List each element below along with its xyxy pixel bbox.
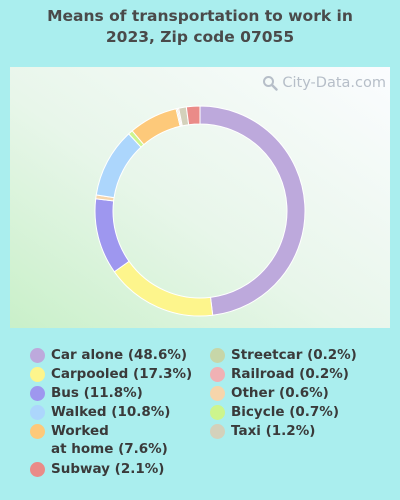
legend-label-other: Other (0.6%) [231,385,329,401]
watermark-text: City-Data.com [282,75,386,91]
legend-swatch-railroad [210,367,225,382]
donut-chart [94,105,306,317]
chart-title-line-2: 2023, Zip code 07055 [105,28,295,46]
legend-swatch-car-alone [30,348,45,363]
legend-label-car-alone: Car alone (48.6%) [51,347,188,363]
donut-slice-walked [95,133,142,199]
legend-swatch-bicycle [210,405,225,420]
legend-swatch-subway [30,462,45,477]
donut-slice-bus [94,198,130,273]
legend-item-other: Other (0.6%) [210,384,329,402]
legend-label-taxi: Taxi (1.2%) [231,423,316,439]
legend-swatch-carpooled [30,367,45,382]
legend-label-bicycle: Bicycle (0.7%) [231,404,339,420]
legend-label-walked: Walked (10.8%) [51,404,171,420]
legend-item-railroad: Railroad (0.2%) [210,365,349,383]
donut-slice-subway [185,105,201,126]
legend-label-line: Worked [51,423,109,439]
legend-swatch-other [210,386,225,401]
chart-title-line-1: Means of transportation to work in [47,7,353,25]
watermark: City-Data.com [262,75,386,91]
legend-item-carpooled: Carpooled (17.3%) [30,365,192,383]
legend-item-walked: Walked (10.8%) [30,403,170,421]
legend-label-streetcar: Streetcar (0.2%) [231,347,357,363]
legend-label-line: at home (7.6%) [51,441,168,457]
legend-label-railroad: Railroad (0.2%) [231,366,349,382]
legend-label-worked-at-home: Worked at home (7.6%) [51,422,168,458]
donut-slice-worked-at-home [131,108,181,146]
legend-item-bus: Bus (11.8%) [30,384,143,402]
magnifier-icon [263,76,279,91]
legend-swatch-worked-at-home [30,424,45,439]
legend-item-taxi: Taxi (1.2%) [210,422,315,440]
legend-item-bicycle: Bicycle (0.7%) [210,403,339,421]
legend-item-subway: Subway (2.1%) [30,460,164,478]
donut-slice-carpooled [113,260,214,317]
donut-slice-car-alone [199,105,306,316]
legend-item-worked-at-home: Worked at home (7.6%) [30,422,168,458]
legend-item-car-alone: Car alone (48.6%) [30,346,187,364]
legend-swatch-walked [30,405,45,420]
chart-title: Means of transportation to work in 2023,… [0,6,400,48]
legend-label-bus: Bus (11.8%) [51,385,143,401]
chart-legend: Car alone (48.6%) Carpooled (17.3%) Bus (1… [0,346,400,496]
legend-label-carpooled: Carpooled (17.3%) [51,366,193,382]
legend-swatch-bus [30,386,45,401]
legend-swatch-taxi [210,424,225,439]
legend-label-subway: Subway (2.1%) [51,461,165,477]
legend-item-streetcar: Streetcar (0.2%) [210,346,357,364]
legend-swatch-streetcar [210,348,225,363]
